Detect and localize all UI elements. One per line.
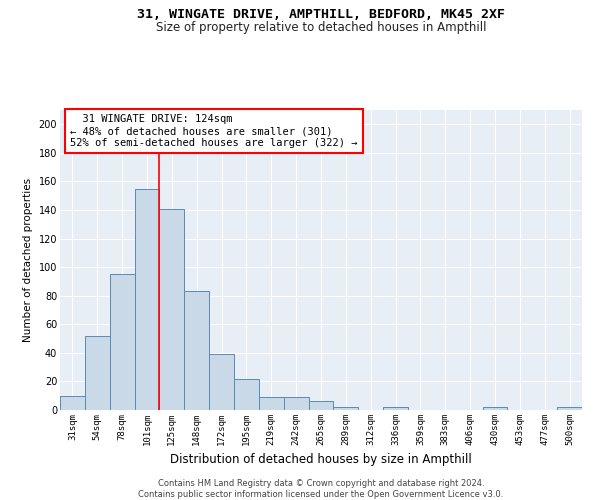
Bar <box>259 397 284 410</box>
Bar <box>160 208 184 410</box>
Bar <box>85 336 110 410</box>
Bar <box>482 407 508 410</box>
Bar <box>284 397 308 410</box>
Bar <box>308 402 334 410</box>
Text: Distribution of detached houses by size in Ampthill: Distribution of detached houses by size … <box>170 452 472 466</box>
Bar <box>60 396 85 410</box>
Bar <box>209 354 234 410</box>
Bar <box>110 274 134 410</box>
Bar <box>334 407 358 410</box>
Text: Size of property relative to detached houses in Ampthill: Size of property relative to detached ho… <box>156 21 486 34</box>
Text: 31, WINGATE DRIVE, AMPTHILL, BEDFORD, MK45 2XF: 31, WINGATE DRIVE, AMPTHILL, BEDFORD, MK… <box>137 8 505 20</box>
Bar <box>134 188 160 410</box>
Y-axis label: Number of detached properties: Number of detached properties <box>23 178 33 342</box>
Bar <box>557 407 582 410</box>
Text: Contains public sector information licensed under the Open Government Licence v3: Contains public sector information licen… <box>139 490 503 499</box>
Bar <box>383 407 408 410</box>
Text: Contains HM Land Registry data © Crown copyright and database right 2024.: Contains HM Land Registry data © Crown c… <box>158 479 484 488</box>
Text: 31 WINGATE DRIVE: 124sqm
← 48% of detached houses are smaller (301)
52% of semi-: 31 WINGATE DRIVE: 124sqm ← 48% of detach… <box>70 114 358 148</box>
Bar <box>184 292 209 410</box>
Bar <box>234 378 259 410</box>
